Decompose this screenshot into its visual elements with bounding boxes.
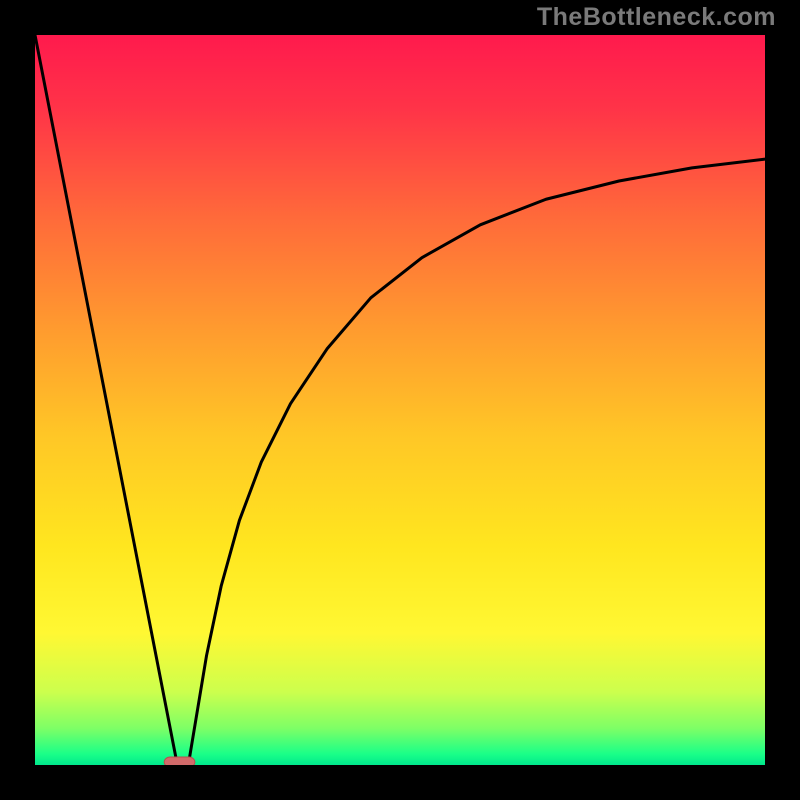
- sweet-spot-marker: [164, 757, 195, 765]
- chart-frame: TheBottleneck.com: [0, 0, 800, 800]
- gradient-background: [35, 35, 765, 765]
- plot-area: [35, 35, 765, 765]
- watermark-text: TheBottleneck.com: [537, 3, 776, 32]
- chart-svg: [35, 35, 765, 765]
